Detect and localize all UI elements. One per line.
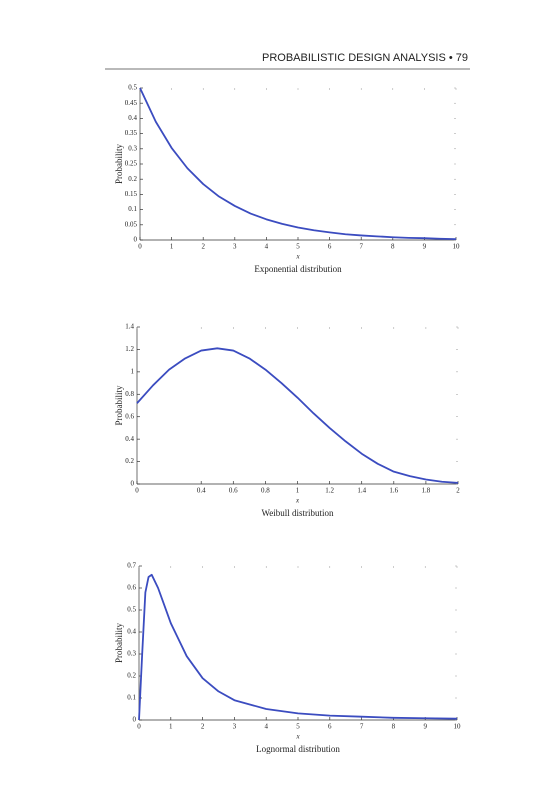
- x-tick-label: 5: [296, 243, 300, 251]
- x-tick-label: 0: [137, 723, 141, 731]
- x-tick-label: 8: [391, 243, 395, 251]
- y-tick-label: 0.6: [125, 412, 134, 420]
- x-tick-label: 6: [328, 723, 332, 731]
- x-tick-label: 10: [454, 723, 462, 731]
- y-tick-label: 0.45: [125, 99, 138, 107]
- x-tick-label: 9: [423, 243, 427, 251]
- caption: Exponential distribution: [254, 264, 342, 274]
- x-tick-label: 0.6: [229, 487, 238, 495]
- x-tick-label: 10: [453, 243, 461, 251]
- x-axis-label: x: [295, 497, 300, 505]
- y-tick-label: 0.1: [128, 205, 137, 213]
- x-tick-label: 7: [360, 723, 364, 731]
- x-tick-label: 1: [296, 487, 300, 495]
- caption: Weibull distribution: [261, 508, 334, 518]
- x-tick-label: 0: [135, 487, 139, 495]
- x-tick-label: 4: [264, 723, 268, 731]
- y-tick-label: 0.5: [128, 84, 137, 92]
- x-tick-label: 2: [456, 487, 460, 495]
- y-tick-label: 0.4: [128, 114, 137, 122]
- y-tick-label: 0: [134, 236, 138, 244]
- y-tick-label: 0.1: [127, 694, 136, 702]
- y-tick-label: 1.4: [125, 323, 134, 331]
- y-tick-label: 0: [133, 716, 137, 724]
- running-header: PROBABILISTIC DESIGN ANALYSIS • 79: [262, 52, 468, 64]
- x-tick-label: 8: [392, 723, 396, 731]
- y-tick-label: 0.2: [125, 457, 134, 465]
- x-tick-label: 6: [328, 243, 332, 251]
- y-tick-label: 0.4: [127, 628, 136, 636]
- y-tick-label: 0.2: [128, 175, 137, 183]
- y-tick-label: 0.2: [127, 672, 136, 680]
- x-tick-label: 7: [359, 243, 363, 251]
- y-tick-label: 1.2: [125, 345, 134, 353]
- x-tick-label: 0.8: [261, 487, 270, 495]
- x-tick-label: 1.8: [422, 487, 431, 495]
- x-tick-label: 1: [170, 243, 174, 251]
- y-tick-label: 0.35: [125, 129, 138, 137]
- y-tick-label: 1: [131, 367, 135, 375]
- y-tick-label: 0.15: [125, 190, 138, 198]
- x-tick-label: 3: [233, 243, 237, 251]
- x-tick-label: 0: [138, 243, 142, 251]
- y-axis-label: Probability: [114, 623, 124, 663]
- x-tick-label: 3: [233, 723, 237, 731]
- curve: [139, 87, 457, 240]
- y-tick-label: 0.4: [125, 435, 134, 443]
- x-tick-label: 1.6: [389, 487, 398, 495]
- caption: Lognormal distribution: [256, 744, 340, 754]
- y-axis-label: Probability: [114, 385, 124, 425]
- y-tick-label: 0.3: [128, 144, 137, 152]
- y-tick-label: 0.7: [127, 562, 136, 570]
- x-tick-label: 2: [201, 243, 205, 251]
- x-tick-label: 9: [423, 723, 427, 731]
- x-tick-label: 1.4: [357, 487, 366, 495]
- y-tick-label: 0: [131, 480, 135, 488]
- y-tick-label: 0.3: [127, 650, 136, 658]
- y-axis-label: Probability: [114, 144, 124, 184]
- x-tick-label: 2: [201, 723, 205, 731]
- x-tick-label: 5: [296, 723, 300, 731]
- x-tick-label: 0.4: [197, 487, 206, 495]
- x-tick-label: 4: [265, 243, 269, 251]
- y-tick-label: 0.8: [125, 390, 134, 398]
- x-axis-label: x: [295, 733, 300, 741]
- y-tick-label: 0.25: [125, 160, 138, 168]
- x-tick-label: 1.2: [325, 487, 334, 495]
- y-tick-label: 0.6: [127, 584, 136, 592]
- x-axis-label: x: [295, 253, 300, 261]
- curve: [138, 573, 458, 721]
- curve: [136, 347, 459, 484]
- y-tick-label: 0.05: [125, 220, 138, 228]
- y-tick-label: 0.5: [127, 606, 136, 614]
- x-tick-label: 1: [169, 723, 173, 731]
